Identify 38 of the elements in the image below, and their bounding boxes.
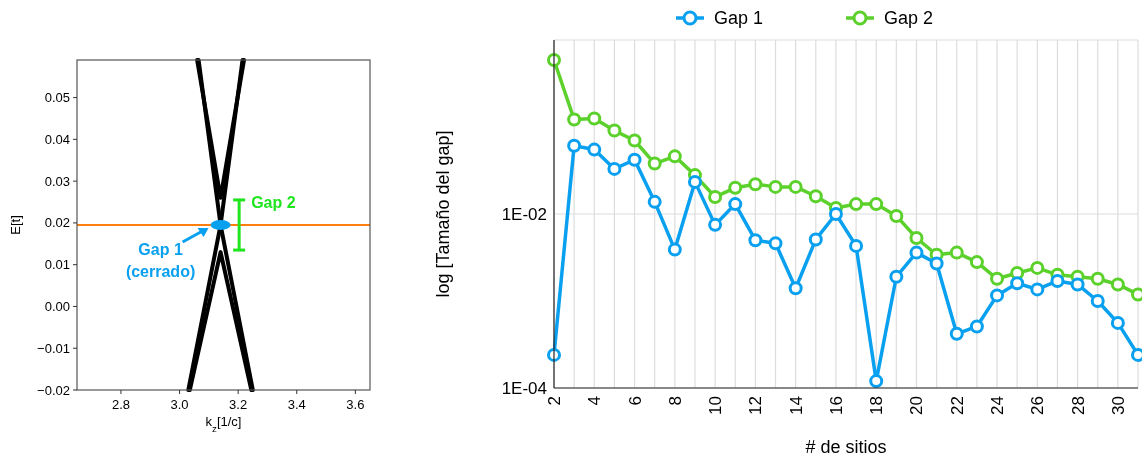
y-tick-label: 0.05 (44, 90, 70, 106)
x-tick-label: 28 (1068, 396, 1088, 415)
x-tick-label: 10 (706, 396, 726, 415)
x-tick-label: 20 (907, 396, 927, 415)
x-tick-label: 2 (545, 396, 564, 406)
y-tick-label: −0.02 (37, 382, 70, 398)
y-axis-title: log [Tamaño del gap] (433, 130, 453, 298)
y-axis-title: E[t] (8, 215, 23, 235)
x-tick-label: 12 (746, 396, 766, 415)
x-tick-label: 3.2 (229, 397, 248, 412)
x-tick-label: 16 (826, 396, 846, 415)
x-tick-label: 22 (947, 396, 967, 415)
x-tick-label: 30 (1108, 396, 1128, 415)
x-tick-label: 4 (585, 396, 605, 406)
y-tick-label: 0.02 (44, 215, 70, 231)
x-tick-label: 3.6 (346, 397, 365, 412)
x-tick-label: 8 (665, 396, 685, 406)
y-tick-label: 1E-04 (501, 378, 547, 398)
x-axis-title: # de sitios (805, 437, 887, 457)
x-tick-label: 6 (625, 396, 645, 406)
legend-label: Gap 1 (714, 8, 764, 28)
x-axis-title: k$_{z}$[1/c] (205, 414, 242, 434)
x-tick-label: 24 (988, 396, 1008, 415)
y-tick-label: 0.01 (44, 257, 70, 273)
x-tick-label: 26 (1028, 396, 1048, 415)
y-tick-label: 0.03 (44, 173, 70, 189)
legend-label: Gap 2 (884, 8, 934, 28)
x-tick-label: 14 (786, 396, 806, 415)
x-tick-label: 18 (867, 396, 887, 415)
annotation: Gap 2 (251, 194, 296, 212)
annotation: Gap 1 (cerrado) (125, 241, 196, 280)
y-tick-label: −0.01 (37, 340, 70, 356)
x-tick-label: 3.4 (287, 397, 306, 412)
y-tick-label: 0.04 (44, 131, 70, 147)
y-tick-label: 0.00 (44, 299, 70, 315)
y-tick-label: 1E-02 (501, 204, 547, 224)
x-tick-label: 3.0 (170, 397, 189, 412)
x-tick-label: 2.8 (111, 397, 130, 412)
